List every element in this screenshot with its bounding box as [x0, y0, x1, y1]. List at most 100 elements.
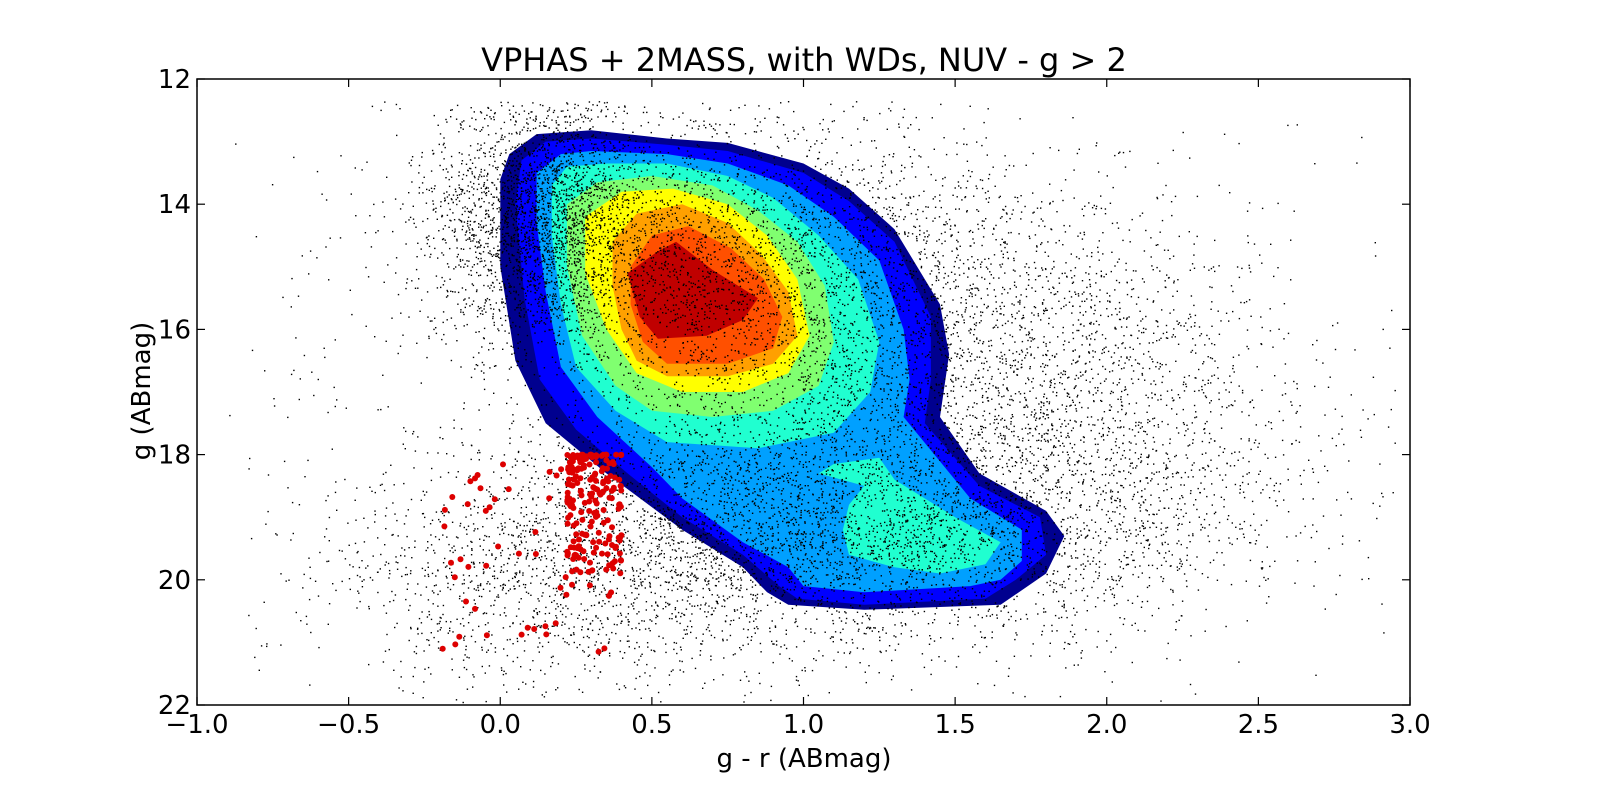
- bg-point: [478, 149, 481, 151]
- bg-point: [849, 213, 851, 215]
- bg-point: [540, 147, 543, 149]
- bg-point: [547, 205, 550, 208]
- bg-point: [769, 249, 772, 252]
- bg-point: [366, 161, 368, 163]
- bg-point: [468, 229, 471, 231]
- bg-point: [644, 230, 646, 232]
- bg-point: [520, 190, 523, 192]
- bg-point: [564, 242, 567, 244]
- bg-point: [560, 282, 563, 284]
- bg-point: [677, 390, 679, 392]
- bg-point: [557, 274, 559, 276]
- bg-point: [461, 163, 463, 165]
- bg-point: [494, 149, 496, 151]
- bg-point: [573, 260, 576, 263]
- bg-point: [520, 196, 522, 198]
- bg-point: [548, 231, 551, 233]
- bg-point: [576, 182, 579, 185]
- bg-point: [627, 272, 629, 274]
- bg-point: [697, 253, 699, 255]
- bg-point: [778, 454, 780, 456]
- bg-point: [663, 248, 665, 250]
- bg-point: [500, 152, 502, 155]
- bg-point: [1019, 329, 1021, 331]
- bg-point: [981, 220, 984, 222]
- bg-point: [628, 199, 630, 202]
- bg-point: [544, 179, 546, 181]
- bg-point: [755, 310, 758, 312]
- bg-point: [788, 322, 790, 325]
- bg-point: [514, 147, 516, 149]
- bg-point: [447, 202, 450, 205]
- bg-point: [535, 200, 538, 202]
- bg-point: [791, 199, 793, 202]
- bg-point: [805, 197, 808, 199]
- bg-point: [878, 197, 880, 199]
- bg-point: [540, 190, 542, 192]
- bg-point: [566, 258, 568, 260]
- bg-point: [550, 256, 552, 258]
- bg-point: [696, 180, 698, 182]
- bg-point: [622, 196, 624, 198]
- bg-point: [671, 206, 673, 209]
- bg-point: [433, 328, 435, 331]
- bg-point: [405, 287, 407, 290]
- bg-point: [462, 173, 465, 176]
- bg-point: [610, 274, 612, 277]
- bg-point: [604, 246, 606, 249]
- bg-point: [576, 261, 578, 263]
- bg-point: [598, 149, 600, 151]
- bg-point: [502, 181, 504, 184]
- bg-point: [932, 198, 934, 200]
- bg-point: [498, 308, 500, 311]
- bg-point: [802, 243, 804, 246]
- bg-point: [556, 232, 559, 235]
- bg-point: [555, 178, 557, 180]
- bg-point: [797, 169, 799, 171]
- bg-point: [708, 303, 710, 306]
- bg-point: [1011, 213, 1013, 215]
- bg-point: [805, 213, 807, 215]
- bg-point: [717, 258, 719, 261]
- bg-point: [580, 137, 582, 139]
- bg-point: [608, 247, 610, 249]
- bg-point: [445, 242, 447, 244]
- bg-point: [544, 240, 546, 242]
- bg-point: [888, 154, 891, 156]
- bg-point: [683, 295, 685, 297]
- bg-point: [794, 226, 796, 229]
- bg-point: [829, 213, 832, 215]
- bg-point: [521, 268, 524, 270]
- bg-point: [750, 319, 752, 322]
- bg-point: [484, 188, 487, 190]
- bg-point: [743, 199, 745, 201]
- bg-point: [853, 296, 855, 298]
- bg-point: [400, 312, 402, 314]
- bg-point: [538, 148, 540, 151]
- bg-point: [731, 359, 733, 361]
- bg-point: [528, 193, 530, 195]
- bg-point: [595, 275, 597, 277]
- bg-point: [556, 246, 558, 249]
- bg-point: [805, 234, 807, 236]
- bg-point: [558, 169, 560, 171]
- bg-point: [513, 192, 515, 195]
- bg-point: [593, 194, 595, 196]
- bg-point: [946, 223, 948, 225]
- bg-point: [625, 278, 628, 280]
- bg-point: [483, 225, 485, 227]
- bg-point: [586, 285, 589, 287]
- bg-point: [627, 139, 629, 142]
- bg-point: [504, 185, 506, 187]
- bg-point: [765, 292, 767, 294]
- bg-point: [501, 280, 503, 283]
- bg-point: [552, 190, 554, 193]
- bg-point: [526, 248, 528, 251]
- bg-point: [569, 285, 571, 287]
- bg-point: [859, 182, 861, 184]
- bg-point: [826, 282, 828, 285]
- bg-point: [679, 269, 682, 272]
- bg-point: [527, 240, 530, 242]
- bg-point: [893, 262, 895, 264]
- bg-point: [603, 149, 606, 152]
